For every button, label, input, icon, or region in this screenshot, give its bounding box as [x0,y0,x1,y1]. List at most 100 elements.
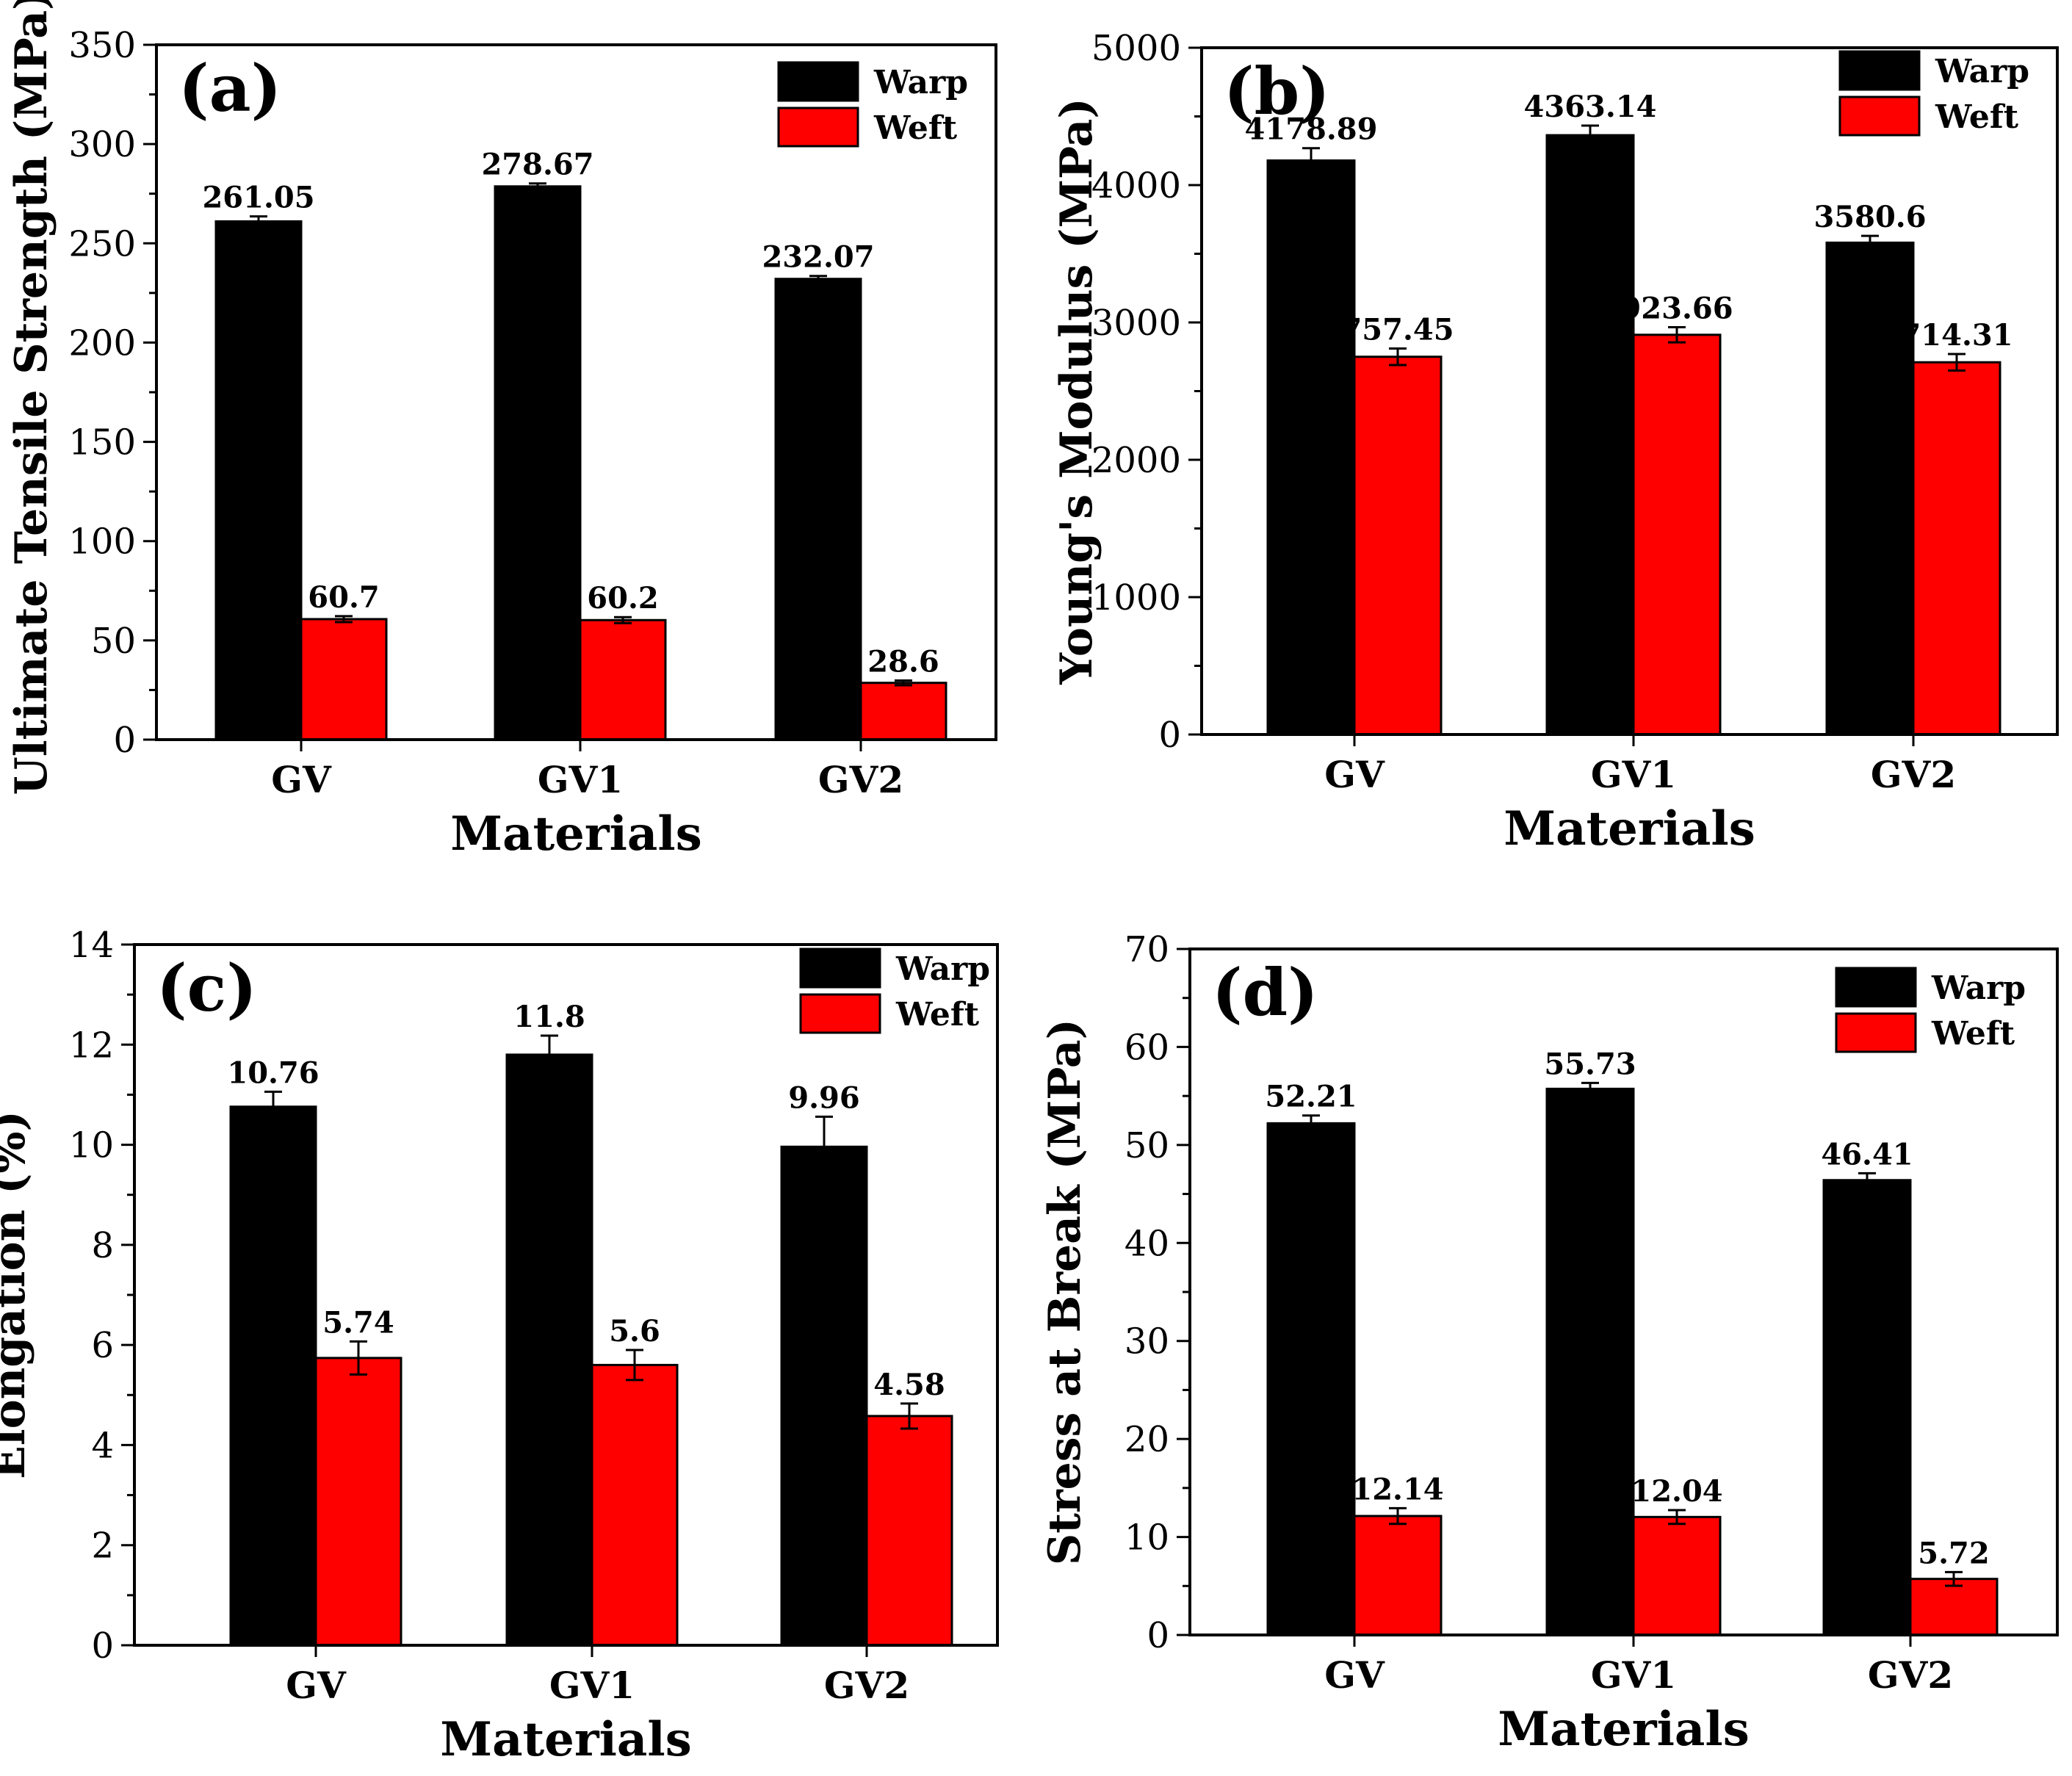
y-tick-label: 1000 [1091,577,1181,618]
y-tick-label: 0 [1147,1615,1169,1656]
bar-weft-gv1 [579,618,667,741]
legend-swatch-weft [1835,1012,1917,1053]
y-tick-label: 2000 [1091,440,1181,481]
legend-swatch-warp [777,61,859,102]
y-tick-label: 6 [91,1325,114,1366]
y-axis-label: Elongation (%) [0,1111,35,1479]
bar-warp-gv [229,1105,317,1647]
data-label: 5.72 [1918,1536,1989,1570]
bar-warp-gv2 [1825,241,1915,736]
y-tick-label: 20 [1125,1419,1169,1460]
x-tick-label: GV2 [818,758,903,801]
x-axis-label: Materials [440,1712,691,1767]
data-label: 3580.6 [1813,200,1926,234]
x-tick-label: GV [271,758,332,801]
bar-weft-gv2 [859,682,947,741]
chart-panel-4: 52.21 12.14 GV 55.73 12.04 GV1 46.41 5.72 GV2 0 10… [1039,929,2059,1757]
panel-label: (b) [1224,53,1330,129]
legend-label-weft: Weft [873,109,958,147]
y-tick-label: 0 [1158,715,1181,756]
bar-weft-gv2 [1909,1578,1999,1636]
legend-swatch-warp [1838,50,1921,91]
y-axis-label: Ultimate Tensile Strength (MPa) [6,0,57,795]
panel-label: (d) [1212,954,1318,1030]
x-tick-label: GV [1324,753,1385,796]
data-label: 5.6 [609,1314,660,1349]
data-label: 232.07 [762,240,874,275]
data-label: 278.67 [481,148,593,182]
x-axis-label: Materials [1498,1702,1749,1757]
data-label: 28.6 [867,644,939,679]
x-axis-label: Materials [1504,801,1755,856]
legend-label-weft: Weft [1935,98,2019,136]
bar-weft-gv2 [865,1415,953,1647]
y-tick-label: 10 [69,1125,114,1166]
data-label: 60.2 [587,581,658,616]
bar-weft-gv1 [1632,1515,1722,1636]
x-tick-label: GV [1324,1653,1385,1697]
y-tick-label: 70 [1125,929,1169,970]
bar-weft-gv1 [1632,333,1722,736]
chart-panel-2: 4178.89 757.45 GV 4363.14 923.66 GV1 3580.6 714… [1051,28,2059,856]
data-label: 12.14 [1351,1472,1443,1506]
x-tick-label: GV2 [824,1664,909,1707]
data-label: 4363.14 [1524,90,1657,124]
bar-warp-gv2 [1822,1179,1912,1636]
data-label: 60.7 [308,580,379,615]
data-label: 757.45 [1341,313,1454,347]
x-tick-label: GV2 [1871,753,1956,796]
y-tick-label: 0 [91,1625,114,1667]
bar-warp-gv1 [505,1053,593,1647]
bar-weft-gv1 [591,1363,679,1647]
bar-warp-gv1 [494,185,582,741]
legend-label-weft: Weft [895,996,980,1033]
y-tick-label: 40 [1125,1223,1169,1264]
x-tick-label: GV1 [1591,753,1676,796]
bar-weft-gv [300,618,388,741]
legend-label-warp: Warp [1931,970,2026,1007]
chart-panel-3: 10.76 5.74 GV 11.8 5.6 GV1 9.96 4.58 GV2 0 2 4 6 8 10 1… [0,925,999,1767]
y-tick-label: 14 [69,925,114,966]
data-label: 12.04 [1631,1474,1722,1509]
bar-warp-gv [1266,1122,1356,1636]
y-tick-label: 150 [68,422,136,463]
data-label: 46.41 [1821,1137,1913,1172]
data-label: 55.73 [1544,1047,1636,1081]
data-label: 4178.89 [1245,112,1378,147]
y-tick-label: 30 [1125,1321,1169,1362]
y-tick-label: 200 [68,322,136,364]
y-tick-label: 2 [91,1526,114,1567]
data-label: 923.66 [1620,292,1733,326]
data-label: 9.96 [788,1080,859,1115]
y-axis-label: Young's Modulus (MPa) [1051,98,1102,685]
data-label: 261.05 [202,181,314,215]
bar-weft-gv [1353,1515,1443,1636]
y-tick-label: 300 [68,124,136,165]
data-label: 714.31 [1900,318,2013,353]
x-tick-label: GV [286,1664,347,1707]
x-tick-label: GV1 [549,1664,635,1707]
x-tick-label: GV1 [1591,1653,1676,1697]
data-label: 10.76 [227,1055,319,1090]
y-tick-label: 60 [1125,1027,1169,1068]
x-axis-label: Materials [450,806,701,862]
y-tick-label: 350 [68,25,136,66]
bar-weft-gv2 [1912,361,2001,736]
y-tick-label: 0 [113,720,136,761]
y-tick-label: 4 [91,1425,114,1466]
y-tick-label: 5000 [1091,28,1181,69]
bar-warp-gv [1266,159,1356,736]
legend-swatch-warp [1835,967,1917,1008]
legend-swatch-weft [799,993,881,1034]
chart-panel-1: 261.05 60.7 GV 278.67 60.2 GV1 232.07 28.6 GV2 0 5… [6,0,997,862]
legend-label-warp: Warp [895,950,990,988]
x-tick-label: GV1 [538,758,623,801]
legend-swatch-weft [777,107,859,148]
data-label: 5.74 [322,1305,394,1340]
y-tick-label: 8 [91,1225,114,1266]
data-label: 52.21 [1265,1080,1357,1114]
y-tick-label: 250 [68,223,136,264]
legend-swatch-warp [799,947,881,989]
data-label: 11.8 [513,1000,585,1034]
